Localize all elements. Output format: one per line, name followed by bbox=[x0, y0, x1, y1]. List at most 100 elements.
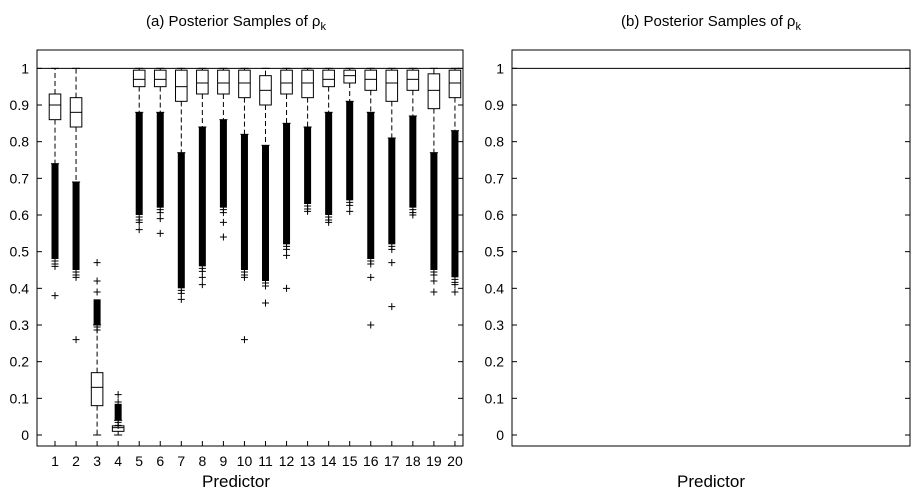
panel-a-box-16 bbox=[364, 67, 378, 329]
outlier-marker bbox=[156, 215, 164, 223]
panel-a-xtick-label: 12 bbox=[279, 453, 295, 469]
outlier-marker bbox=[388, 245, 396, 253]
outlier-marker bbox=[346, 201, 354, 209]
iqr-box bbox=[448, 69, 462, 99]
outlier-band bbox=[409, 116, 417, 208]
panel-a-ytick-label: 0 bbox=[21, 427, 29, 443]
panel-a-xtick-label: 14 bbox=[321, 453, 337, 469]
iqr-box bbox=[175, 69, 188, 102]
panel-a-xtick-label: 17 bbox=[384, 453, 400, 469]
panel-a-xlabel: Predictor bbox=[202, 472, 270, 491]
iqr-box bbox=[322, 69, 335, 88]
outlier-marker bbox=[388, 303, 396, 311]
outlier-marker bbox=[367, 321, 375, 329]
panel-a: (a) Posterior Samples of ρk Predictor 0 0… bbox=[10, 13, 464, 491]
panel-a-xtick-label: 6 bbox=[156, 453, 164, 469]
panel-a-box-2 bbox=[69, 67, 83, 344]
panel-a-ytick-label: 0.9 bbox=[10, 97, 30, 113]
outlier-marker bbox=[198, 273, 206, 281]
panel-a-xtick-label: 2 bbox=[72, 453, 80, 469]
outlier-marker bbox=[198, 267, 206, 275]
outlier-marker bbox=[93, 326, 101, 334]
panel-b: (b) Posterior Samples of ρk Predictor 0 0… bbox=[485, 13, 911, 491]
outlier-marker bbox=[177, 289, 185, 297]
iqr-box bbox=[196, 69, 209, 95]
outlier-marker bbox=[346, 207, 354, 215]
panel-a-ytick-label: 0.7 bbox=[10, 170, 30, 186]
panel-a-ytick-label: 0.8 bbox=[10, 134, 30, 150]
panel-a-xtick-label: 15 bbox=[342, 453, 358, 469]
panel-b-ytick-label: 0.5 bbox=[485, 244, 505, 260]
panel-a-xtick-label: 8 bbox=[198, 453, 206, 469]
panel-a-box-10 bbox=[238, 67, 251, 344]
outlier-marker bbox=[240, 336, 248, 344]
outlier-marker bbox=[430, 288, 438, 296]
outlier-marker bbox=[93, 288, 101, 296]
outlier-marker bbox=[304, 207, 312, 215]
iqr-box bbox=[280, 69, 293, 95]
panel-b-ytick-label: 0.3 bbox=[485, 317, 505, 333]
panel-a-box-9 bbox=[217, 67, 230, 241]
panel-a-xtick-label: 10 bbox=[237, 453, 253, 469]
outlier-band bbox=[51, 163, 59, 259]
iqr-box bbox=[90, 372, 104, 407]
panel-a-box-15 bbox=[343, 67, 356, 215]
panel-a-xtick-label: 1 bbox=[51, 453, 59, 469]
outlier-band bbox=[135, 112, 143, 215]
outlier-band bbox=[93, 299, 101, 325]
outlier-marker bbox=[93, 277, 101, 285]
panel-b-xlabel: Predictor bbox=[677, 472, 745, 491]
panel-a-ytick-label: 1 bbox=[21, 60, 29, 76]
outlier-band bbox=[240, 134, 248, 270]
outlier-band bbox=[388, 138, 396, 245]
panel-a-xtick-label: 11 bbox=[258, 453, 273, 469]
outlier-marker bbox=[430, 271, 438, 279]
outlier-band bbox=[156, 112, 164, 208]
outlier-marker bbox=[262, 282, 269, 290]
outlier-marker bbox=[283, 251, 291, 259]
outlier-marker bbox=[409, 211, 417, 219]
iqr-box bbox=[427, 73, 441, 110]
iqr-box bbox=[364, 69, 378, 91]
outlier-marker bbox=[51, 292, 59, 300]
panel-a-xtick-label: 19 bbox=[426, 453, 442, 469]
outlier-band bbox=[283, 123, 291, 245]
panel-a-xtick-label: 9 bbox=[220, 453, 228, 469]
panel-b-ytick-label: 0.7 bbox=[485, 170, 505, 186]
panel-a-ytick-label: 0.2 bbox=[10, 354, 30, 370]
panel-a-xtick-label: 20 bbox=[447, 453, 463, 469]
iqr-box bbox=[132, 69, 146, 88]
panel-a-xtick-label: 5 bbox=[135, 453, 143, 469]
outlier-marker bbox=[283, 245, 291, 253]
outlier-marker bbox=[114, 398, 122, 406]
outlier-marker bbox=[135, 226, 143, 234]
outlier-marker bbox=[114, 421, 122, 429]
outlier-marker bbox=[114, 391, 122, 399]
outlier-band bbox=[430, 152, 438, 270]
panel-a-box-20 bbox=[448, 67, 462, 296]
panel-a-ytick-label: 0.5 bbox=[10, 244, 30, 260]
panel-a-box-13 bbox=[301, 67, 314, 215]
outlier-marker bbox=[93, 259, 101, 267]
panel-b-ytick-label: 0 bbox=[496, 427, 504, 443]
outlier-band bbox=[177, 152, 185, 289]
panel-b-ytick-label: 0.2 bbox=[485, 354, 505, 370]
panel-a-ytick-label: 0.6 bbox=[10, 207, 30, 223]
outlier-marker bbox=[219, 218, 227, 226]
outlier-band bbox=[346, 101, 354, 201]
iqr-box bbox=[153, 69, 167, 88]
outlier-marker bbox=[219, 209, 227, 217]
panel-a-box-14 bbox=[322, 67, 335, 226]
iqr-box bbox=[238, 69, 251, 99]
panel-a-box-1 bbox=[48, 67, 62, 300]
outlier-marker bbox=[51, 262, 59, 270]
iqr-box bbox=[406, 69, 420, 91]
panel-a-xtick-label: 7 bbox=[177, 453, 185, 469]
outlier-band bbox=[451, 130, 459, 278]
panel-b-ytick-label: 1 bbox=[496, 60, 504, 76]
outlier-marker bbox=[156, 209, 164, 217]
panel-b-ytick-label: 0.1 bbox=[485, 390, 505, 406]
panel-b-axes-frame bbox=[511, 49, 911, 447]
outlier-band bbox=[367, 112, 375, 259]
